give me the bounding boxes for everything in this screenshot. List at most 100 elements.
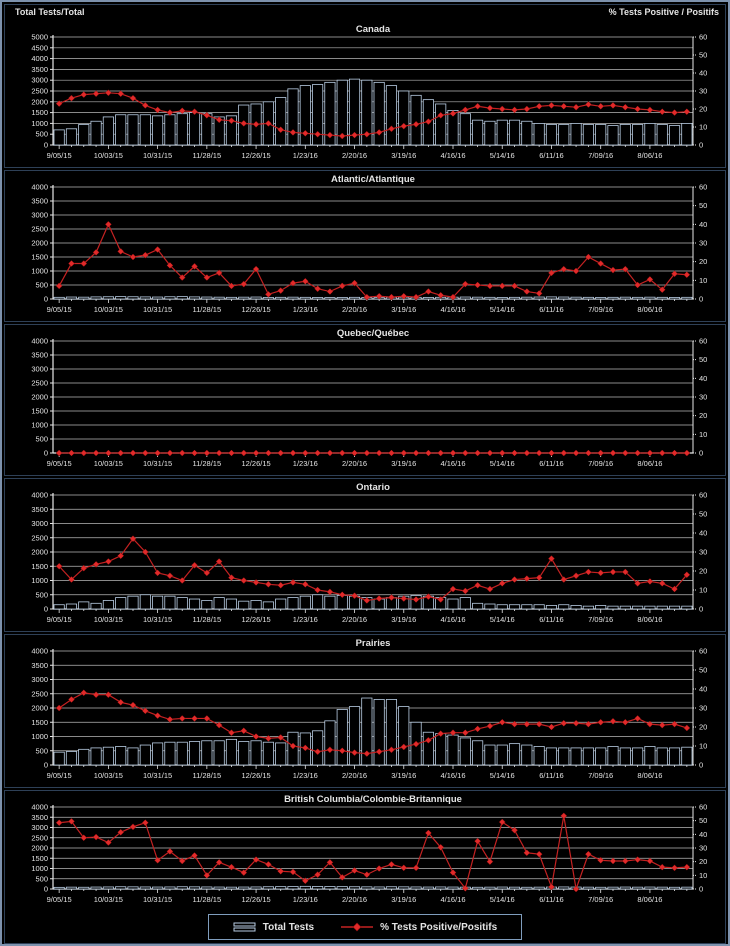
- x-tick-label: 3/19/16: [391, 459, 416, 468]
- x-tick-label: 5/14/16: [490, 151, 515, 160]
- svg-text:4000: 4000: [31, 647, 48, 656]
- svg-text:60: 60: [699, 337, 707, 346]
- x-tick-label: 6/11/16: [539, 305, 563, 314]
- svg-text:1500: 1500: [31, 718, 48, 727]
- x-tick-label: 11/28/15: [193, 151, 222, 160]
- panel-prairies: 0 500 1000 1500 2000 2500 3000 3500 4000 0 10 20 30 4…: [4, 634, 726, 788]
- x-tick-label: 10/31/15: [143, 459, 172, 468]
- x-tick-label: 10/03/15: [94, 771, 123, 780]
- svg-text:50: 50: [699, 816, 707, 825]
- x-tick-label: 2/20/16: [342, 459, 367, 468]
- svg-text:2000: 2000: [31, 548, 48, 557]
- svg-text:500: 500: [35, 130, 48, 139]
- x-tick-label: 12/26/15: [241, 895, 270, 904]
- panel-ontario: 0 500 1000 1500 2000 2500 3000 3500 4000 0 10 20 30 4…: [4, 478, 726, 632]
- svg-text:60: 60: [699, 491, 707, 500]
- x-tick-label: 8/06/16: [637, 305, 662, 314]
- x-tick-label: 6/11/16: [539, 459, 563, 468]
- svg-text:40: 40: [699, 830, 707, 839]
- chart-atlantic: 0 500 1000 1500 2000 2500 3000 3500 4000 0 10 20 30 4…: [31, 174, 707, 314]
- svg-text:2500: 2500: [31, 833, 48, 842]
- svg-text:60: 60: [699, 647, 707, 656]
- chart-title: Ontario: [356, 482, 390, 493]
- svg-text:0: 0: [699, 295, 703, 304]
- x-tick-label: 5/14/16: [490, 895, 515, 904]
- panel-canada: Total Tests/Total % Tests Positive / Pos…: [4, 4, 726, 168]
- x-tick-label: 3/19/16: [391, 895, 416, 904]
- x-tick-label: 7/09/16: [588, 305, 613, 314]
- svg-text:1000: 1000: [31, 864, 48, 873]
- x-tick-label: 9/05/15: [47, 771, 72, 780]
- svg-text:500: 500: [35, 746, 48, 755]
- legend-item-pct-positive: % Tests Positive/Positifs: [340, 921, 497, 933]
- svg-text:3500: 3500: [31, 65, 48, 74]
- svg-text:3000: 3000: [31, 823, 48, 832]
- x-tick-label: 8/06/16: [637, 615, 662, 624]
- x-tick-label: 1/23/16: [293, 615, 318, 624]
- svg-text:40: 40: [699, 220, 707, 229]
- svg-text:4000: 4000: [31, 54, 48, 63]
- x-tick-label: 8/06/16: [637, 771, 662, 780]
- svg-text:1000: 1000: [31, 576, 48, 585]
- svg-text:3500: 3500: [31, 813, 48, 822]
- x-tick-label: 11/28/15: [193, 615, 222, 624]
- x-tick-label: 10/31/15: [143, 151, 172, 160]
- svg-text:2000: 2000: [31, 704, 48, 713]
- x-tick-label: 12/26/15: [241, 771, 270, 780]
- svg-text:10: 10: [699, 586, 707, 595]
- svg-text:10: 10: [699, 276, 707, 285]
- x-tick-label: 10/03/15: [94, 305, 123, 314]
- svg-text:0: 0: [44, 761, 48, 770]
- svg-text:20: 20: [699, 411, 707, 420]
- svg-text:20: 20: [699, 723, 707, 732]
- svg-text:60: 60: [699, 803, 707, 812]
- x-tick-label: 7/09/16: [588, 615, 613, 624]
- line-swatch-icon: [341, 922, 374, 932]
- svg-text:40: 40: [699, 529, 707, 538]
- x-tick-label: 5/14/16: [490, 305, 515, 314]
- chart-title: British Columbia/Colombie-Britannique: [284, 794, 462, 805]
- svg-text:3000: 3000: [31, 76, 48, 85]
- x-tick-label: 9/05/15: [47, 305, 72, 314]
- svg-text:40: 40: [699, 69, 707, 78]
- svg-text:2500: 2500: [31, 533, 48, 542]
- x-tick-label: 1/23/16: [293, 459, 318, 468]
- x-tick-label: 2/20/16: [342, 895, 367, 904]
- svg-text:1500: 1500: [31, 407, 48, 416]
- svg-text:50: 50: [699, 510, 707, 519]
- chart-title: Atlantic/Atlantique: [331, 174, 415, 185]
- x-tick-label: 7/09/16: [588, 895, 613, 904]
- x-tick-label: 6/11/16: [539, 771, 563, 780]
- x-tick-label: 4/16/16: [440, 459, 465, 468]
- svg-text:0: 0: [699, 761, 703, 770]
- x-tick-label: 3/19/16: [391, 151, 416, 160]
- svg-text:1000: 1000: [31, 421, 48, 430]
- svg-text:30: 30: [699, 239, 707, 248]
- x-tick-label: 2/20/16: [342, 305, 367, 314]
- x-tick-label: 4/16/16: [440, 615, 465, 624]
- svg-text:2000: 2000: [31, 844, 48, 853]
- x-tick-label: 11/28/15: [193, 305, 222, 314]
- svg-text:50: 50: [699, 201, 707, 210]
- x-tick-label: 8/06/16: [637, 151, 662, 160]
- x-tick-label: 7/09/16: [588, 151, 613, 160]
- x-tick-label: 1/23/16: [293, 305, 318, 314]
- svg-text:500: 500: [35, 281, 48, 290]
- svg-text:50: 50: [699, 355, 707, 364]
- legend-label-pct-positive: % Tests Positive/Positifs: [380, 921, 498, 933]
- svg-text:3000: 3000: [31, 519, 48, 528]
- x-tick-label: 7/09/16: [588, 771, 613, 780]
- x-tick-label: 2/20/16: [342, 771, 367, 780]
- svg-text:2500: 2500: [31, 379, 48, 388]
- x-tick-label: 8/06/16: [637, 459, 662, 468]
- x-tick-label: 1/23/16: [293, 771, 318, 780]
- x-tick-label: 6/11/16: [539, 615, 563, 624]
- right-axis-caption: % Tests Positive / Positifs: [608, 7, 719, 17]
- x-tick-label: 9/05/15: [47, 615, 72, 624]
- x-tick-label: 11/28/15: [193, 895, 222, 904]
- legend-label-total-tests: Total Tests: [262, 921, 315, 933]
- x-tick-label: 4/16/16: [440, 895, 465, 904]
- x-tick-label: 10/31/15: [143, 615, 172, 624]
